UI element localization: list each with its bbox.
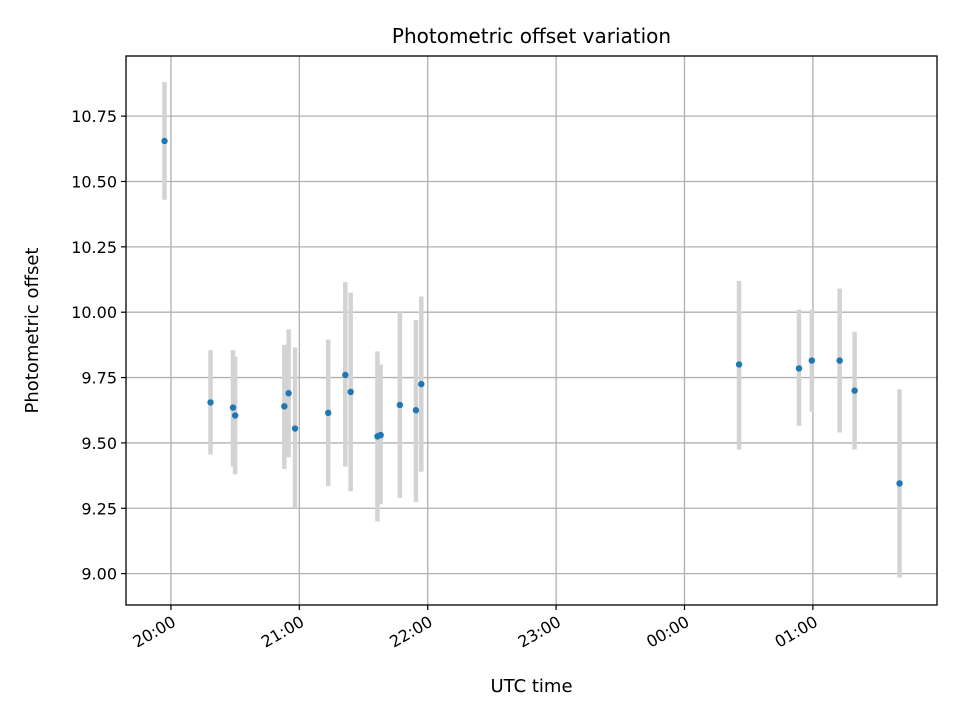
data-point [291, 425, 299, 432]
chart-title: Photometric offset variation [392, 24, 671, 48]
data-point [161, 137, 168, 145]
x-tick-label: 20:00 [130, 612, 179, 652]
data-point [347, 388, 354, 396]
data-point [735, 361, 743, 368]
data-point [207, 399, 214, 406]
y-tick-label: 9.25 [81, 499, 117, 518]
data-point [281, 403, 288, 410]
x-tick-label: 23:00 [515, 612, 564, 652]
x-tick-label: 22:00 [386, 612, 435, 652]
x-tick-label: 00:00 [643, 612, 692, 652]
data-point [229, 404, 237, 411]
data-point [795, 365, 803, 372]
data-point [342, 371, 349, 379]
data-point [418, 380, 425, 388]
data-point [851, 387, 858, 394]
y-axis-title: Photometric offset [22, 248, 43, 414]
data-point [377, 431, 384, 439]
data-point [896, 480, 903, 487]
y-tick-label: 10.50 [71, 172, 117, 191]
y-tick-label: 10.00 [71, 303, 117, 322]
data-point [808, 357, 816, 364]
data-points [161, 137, 903, 487]
x-axis-title: UTC time [490, 676, 572, 697]
data-point [396, 401, 404, 409]
y-tick-label: 9.75 [81, 369, 117, 388]
y-tick-label: 10.75 [71, 107, 117, 126]
plot-frame [125, 55, 938, 606]
x-axis-ticks: 20:00 21:00 22:00 23:00 00:00 01:00 [130, 605, 821, 652]
error-bars [162, 82, 902, 578]
data-point [231, 412, 239, 419]
data-point [412, 407, 420, 414]
grid-lines [126, 56, 937, 605]
y-tick-label: 9.00 [81, 565, 117, 584]
y-tick-label: 10.25 [71, 238, 117, 257]
data-point [285, 390, 292, 397]
data-point [836, 357, 843, 364]
y-tick-label: 9.50 [81, 434, 117, 453]
y-axis-ticks: 9.00 9.25 9.50 9.75 10.00 10.25 10.50 10.75 [71, 107, 126, 584]
data-point [325, 409, 332, 417]
x-tick-label: 01:00 [771, 612, 820, 652]
x-tick-label: 21:00 [258, 612, 307, 652]
